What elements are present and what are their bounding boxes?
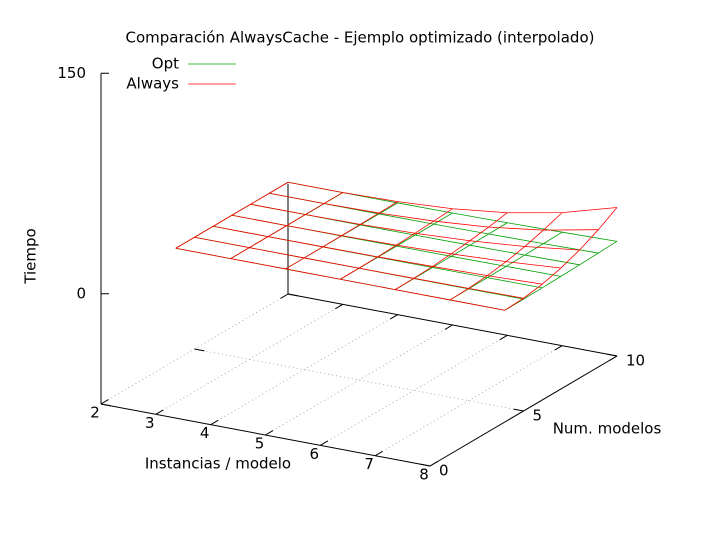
x-tick-label: 8 — [419, 466, 429, 484]
y-tick — [607, 353, 618, 357]
z-tick-label: 150 — [57, 64, 86, 82]
surface-line — [449, 212, 563, 301]
chart-title: Comparación AlwaysCache - Ejemplo optimi… — [126, 29, 595, 47]
z-tick-label: 0 — [76, 284, 86, 302]
grid-line — [320, 334, 508, 446]
y-tick-label: 5 — [533, 407, 543, 425]
x-tick — [100, 399, 109, 405]
surface-line — [394, 212, 508, 290]
z-axis-label: Tiempo — [22, 228, 40, 284]
x-tick — [374, 450, 383, 457]
x-tick-label: 3 — [145, 414, 155, 432]
y-tick — [287, 293, 298, 297]
x-tick-label: 5 — [255, 435, 265, 453]
surface-line — [230, 192, 344, 259]
surface-line — [340, 208, 453, 280]
x-tick — [554, 345, 563, 351]
grid-line — [210, 314, 398, 426]
surface-line — [250, 203, 580, 251]
x-tick-label: 6 — [310, 445, 320, 463]
x-tick — [280, 293, 289, 299]
legend-label: Always — [126, 75, 179, 93]
x-tick — [429, 461, 438, 467]
x-tick — [265, 430, 274, 436]
x-tick — [155, 409, 164, 415]
surface-line — [175, 181, 289, 249]
x-tick-label: 4 — [200, 424, 210, 442]
x-tick — [444, 324, 453, 330]
grid-line — [265, 324, 453, 436]
x-tick-label: 2 — [90, 404, 100, 422]
x-tick — [335, 303, 344, 310]
x-tick — [320, 440, 329, 446]
y-tick-label: 0 — [439, 462, 449, 480]
legend-label: Opt — [152, 55, 179, 73]
surface-line — [287, 181, 618, 214]
x-tick — [609, 355, 618, 361]
x-tick — [210, 419, 219, 426]
surface-line — [285, 201, 398, 270]
x-tick — [499, 334, 508, 341]
y-tick — [194, 348, 205, 352]
y-tick — [420, 463, 431, 467]
x-axis-label: Instancias / modelo — [145, 455, 291, 473]
x-tick-label: 7 — [364, 455, 374, 473]
y-tick — [513, 408, 524, 412]
y-axis-label: Num. modelos — [553, 420, 662, 438]
y-tick-label: 10 — [626, 352, 645, 370]
grid-line — [155, 303, 344, 415]
surface-line — [504, 241, 618, 311]
y-tick — [100, 403, 111, 407]
grid-line — [374, 345, 563, 457]
surface-line — [504, 207, 618, 311]
x-tick — [389, 314, 398, 320]
